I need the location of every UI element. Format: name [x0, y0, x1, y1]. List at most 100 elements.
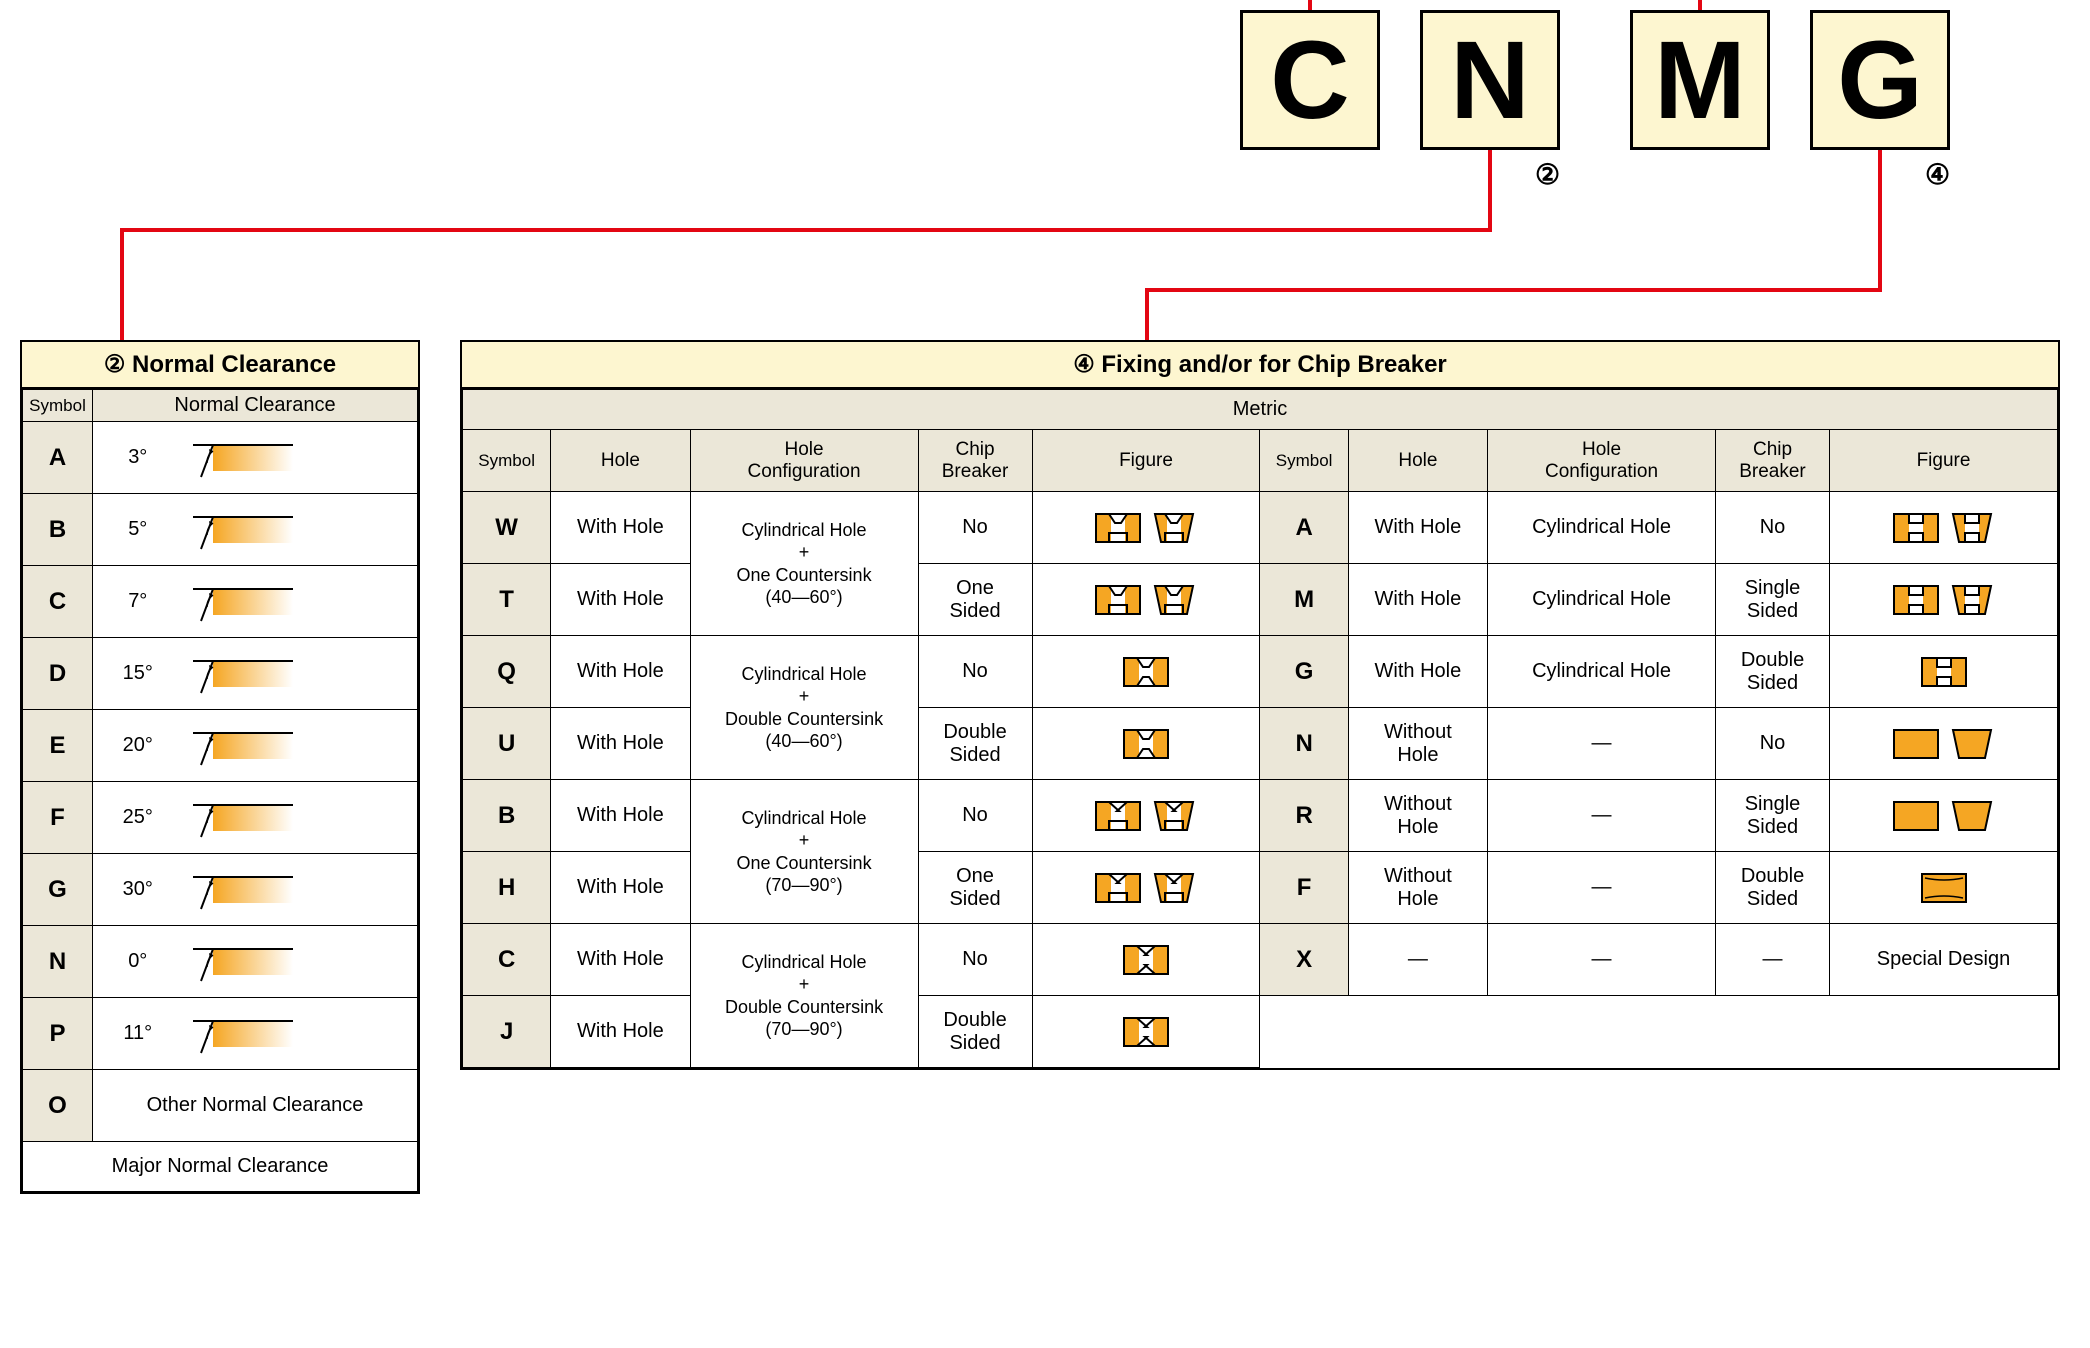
red-top-c [1308, 0, 1312, 10]
t2-sym: D [23, 638, 93, 710]
t2-hdr-symbol: Symbol [23, 390, 93, 422]
t4-sym: C [463, 924, 551, 996]
red-line-g-drop [1145, 288, 1149, 340]
t4-chip: No [1716, 708, 1830, 780]
t4-fig [1032, 492, 1260, 564]
t4-hdr: Figure [1830, 430, 2058, 492]
t4-chip: No [918, 492, 1032, 564]
t4-chip: OneSided [918, 852, 1032, 924]
t4-chip: No [1716, 492, 1830, 564]
t2-fig [183, 638, 418, 710]
t4-cfg: Cylindrical Hole+Double Countersink(70—9… [690, 924, 918, 1068]
t4-sym: R [1260, 780, 1348, 852]
t4-fig: Special Design [1830, 924, 2058, 996]
t2-val: 5° [93, 494, 183, 566]
t4-chip: OneSided [918, 564, 1032, 636]
t4-fig [1830, 564, 2058, 636]
table-4-title: ④ Fixing and/or for Chip Breaker [462, 342, 2058, 389]
t4-hole: With Hole [551, 996, 690, 1068]
letter-c: C [1270, 17, 1349, 144]
t4-fig [1032, 708, 1260, 780]
t4-fig [1830, 708, 2058, 780]
t4-hole: WithoutHole [1348, 708, 1487, 780]
t4-sym: X [1260, 924, 1348, 996]
t4-hdr: ChipBreaker [1716, 430, 1830, 492]
t2-val: 20° [93, 710, 183, 782]
clearance-icon [183, 577, 293, 627]
letter-box-g: G [1810, 10, 1950, 150]
t4-sym: G [1260, 636, 1348, 708]
letter-box-c: C [1240, 10, 1380, 150]
red-line-n-horiz [120, 228, 1492, 232]
clearance-icon [183, 433, 293, 483]
t4-fig [1830, 780, 2058, 852]
t2-fig [183, 566, 418, 638]
t4-sym: Q [463, 636, 551, 708]
t4-chip: SingleSided [1716, 780, 1830, 852]
t4-cfg: Cylindrical Hole [1488, 636, 1716, 708]
t4-hdr: HoleConfiguration [690, 430, 918, 492]
t4-sym: J [463, 996, 551, 1068]
t2-fig [183, 710, 418, 782]
t4-cfg: Cylindrical Hole [1488, 492, 1716, 564]
t4-fig [1032, 780, 1260, 852]
t4-sym: B [463, 780, 551, 852]
clearance-icon [183, 793, 293, 843]
t4-cfg: Cylindrical Hole [1488, 564, 1716, 636]
t4-hole: — [1348, 924, 1487, 996]
table-2-normal-clearance: ② Normal Clearance SymbolNormal Clearanc… [20, 340, 420, 1194]
t2-sym: A [23, 422, 93, 494]
circled-4: ④ [1925, 158, 1950, 191]
circled-2: ② [1535, 158, 1560, 191]
t4-fig [1032, 924, 1260, 996]
t2-fig [183, 422, 418, 494]
t4-hole: With Hole [551, 852, 690, 924]
t4-cfg: Cylindrical Hole+One Countersink(40—60°) [690, 492, 918, 636]
red-top-m [1698, 0, 1702, 10]
t4-cfg: — [1488, 780, 1716, 852]
t4-sym: U [463, 708, 551, 780]
t2-val: 15° [93, 638, 183, 710]
t2-fig [183, 854, 418, 926]
t2-val: 0° [93, 926, 183, 998]
letter-g: G [1837, 17, 1923, 144]
t4-hole: With Hole [551, 636, 690, 708]
table-4-fixing-chipbreaker: ④ Fixing and/or for Chip Breaker MetricS… [460, 340, 2060, 1070]
t4-cfg: — [1488, 852, 1716, 924]
letter-box-m: M [1630, 10, 1770, 150]
t4-chip: No [918, 924, 1032, 996]
t4-hdr: Symbol [463, 430, 551, 492]
t4-hdr: Figure [1032, 430, 1260, 492]
clearance-icon [183, 721, 293, 771]
t2-sym: P [23, 998, 93, 1070]
clearance-icon [183, 1009, 293, 1059]
t4-chip: — [1716, 924, 1830, 996]
t2-fig [183, 494, 418, 566]
t2-val: Other Normal Clearance [93, 1070, 418, 1142]
t4-sym: M [1260, 564, 1348, 636]
t4-metric: Metric [463, 390, 2058, 430]
t4-sym: A [1260, 492, 1348, 564]
t4-fig [1032, 852, 1260, 924]
letter-box-n: N [1420, 10, 1560, 150]
clearance-icon [183, 937, 293, 987]
t2-sym: G [23, 854, 93, 926]
t4-sym: T [463, 564, 551, 636]
table-4-grid: MetricSymbolHoleHoleConfigurationChipBre… [462, 389, 2058, 1068]
table-2-title: ② Normal Clearance [22, 342, 418, 389]
t4-hdr: HoleConfiguration [1488, 430, 1716, 492]
t2-val: 7° [93, 566, 183, 638]
t4-fig [1830, 636, 2058, 708]
t2-sym: E [23, 710, 93, 782]
t2-sym: C [23, 566, 93, 638]
t4-sym: H [463, 852, 551, 924]
t4-hdr: Hole [1348, 430, 1487, 492]
t2-sym: F [23, 782, 93, 854]
t4-hole: With Hole [551, 564, 690, 636]
t2-fig [183, 926, 418, 998]
t4-chip: DoubleSided [1716, 852, 1830, 924]
red-line-g-horiz [1145, 288, 1882, 292]
t4-sym: W [463, 492, 551, 564]
t4-chip: DoubleSided [1716, 636, 1830, 708]
t4-cfg: — [1488, 924, 1716, 996]
